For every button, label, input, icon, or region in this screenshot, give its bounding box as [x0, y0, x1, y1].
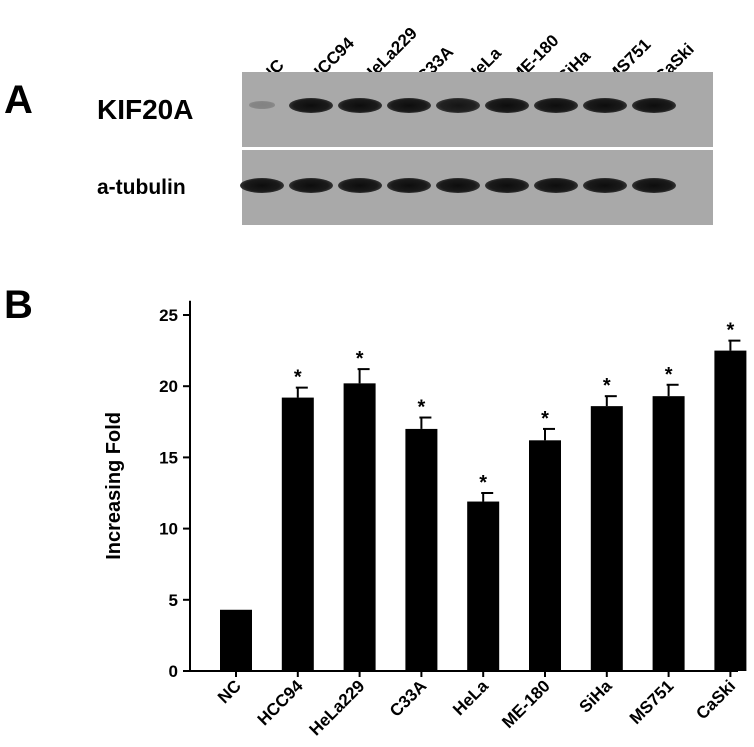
significance-marker: *: [294, 367, 302, 389]
tubulin-row-label: a-tubulin: [97, 176, 186, 199]
panel-a-letter: A: [4, 78, 33, 122]
kif20a-row-label: KIF20A: [97, 94, 194, 125]
blot-band: [583, 177, 627, 193]
blot-band: [436, 177, 480, 193]
significance-marker: *: [479, 472, 487, 494]
bar: [405, 428, 438, 671]
bar: [220, 609, 252, 671]
bar: [281, 397, 314, 671]
y-tick-label: 20: [159, 377, 178, 396]
blot-band: [289, 177, 333, 193]
bar: [714, 350, 747, 671]
blot-band: [632, 97, 676, 113]
blot-band: [534, 97, 578, 113]
x-tick-label: SiHa: [575, 676, 616, 717]
y-tick-label: 0: [169, 662, 178, 681]
x-tick-label: C33A: [386, 676, 430, 720]
significance-marker: *: [665, 364, 673, 386]
blot-band: [248, 101, 276, 109]
x-tick-label: NC: [214, 676, 245, 707]
bar: [467, 501, 500, 671]
blot-band: [436, 97, 480, 113]
y-tick-label: 15: [159, 448, 178, 467]
blot-band: [632, 177, 676, 193]
x-tick-label: CaSki: [692, 676, 739, 723]
x-tick-label: HCC94: [254, 676, 307, 729]
blot-band: [240, 177, 284, 193]
blot-band: [583, 97, 627, 113]
significance-marker: *: [603, 375, 611, 397]
blot-band: [289, 97, 333, 113]
bar: [652, 396, 685, 671]
blot-band: [338, 177, 382, 193]
bar: [343, 383, 376, 671]
significance-marker: *: [418, 397, 426, 419]
significance-marker: *: [541, 408, 549, 430]
blot-band: [338, 97, 382, 113]
x-tick-label: HeLa229: [306, 676, 369, 739]
blot-band: [485, 177, 529, 193]
x-tick-label: HeLa: [449, 676, 492, 719]
significance-marker: *: [356, 348, 364, 370]
blot-band: [387, 97, 431, 113]
y-tick-label: 10: [159, 520, 178, 539]
x-tick-label: MS751: [626, 676, 678, 728]
bar: [529, 440, 561, 671]
x-tick-label: ME-180: [498, 676, 554, 732]
significance-marker: *: [727, 320, 735, 342]
y-tick-label: 5: [169, 591, 178, 610]
panel-b-letter: B: [4, 283, 33, 327]
blot-band: [485, 97, 529, 113]
y-tick-label: 25: [159, 306, 178, 325]
blot-band: [534, 177, 578, 193]
bar: [590, 406, 623, 671]
y-axis-title: Increasing Fold: [103, 412, 125, 560]
blot-band: [387, 177, 431, 193]
